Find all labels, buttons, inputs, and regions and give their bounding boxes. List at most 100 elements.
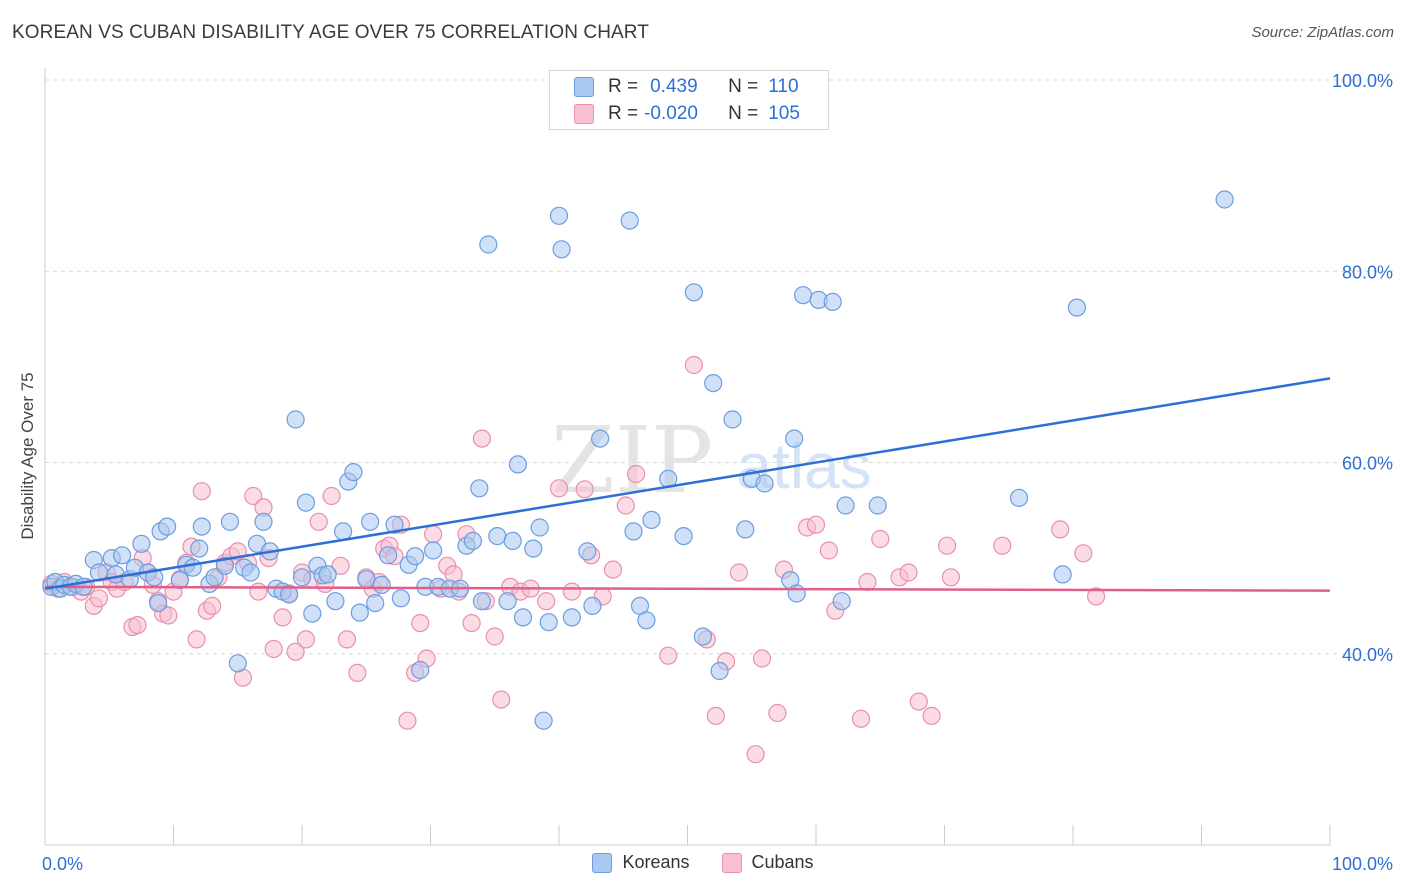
- cuban-point: [851, 709, 871, 728]
- cuban-point: [616, 496, 635, 515]
- korean-point: [411, 660, 430, 680]
- cubans-legend-swatch: [721, 852, 742, 873]
- korean-point: [385, 515, 404, 534]
- korean-point: [215, 556, 234, 575]
- watermark-atlas: atlas: [736, 430, 871, 502]
- korean-point: [488, 526, 507, 546]
- korean-point: [637, 611, 656, 630]
- trend-layer: [44, 377, 1331, 592]
- cuban-point: [424, 525, 443, 544]
- korean-point: [836, 496, 855, 515]
- korean-point: [334, 522, 353, 541]
- cuban-point: [492, 690, 511, 709]
- korean-point: [710, 661, 729, 681]
- korean-point: [145, 568, 164, 587]
- koreans-legend-label: Koreans: [622, 852, 690, 872]
- korean-point: [391, 589, 410, 608]
- cuban-point: [858, 572, 877, 592]
- korean-point: [361, 512, 380, 531]
- cuban-point: [922, 706, 941, 726]
- korean-n-value: 110: [768, 76, 799, 97]
- cubans-legend-label: Cubans: [751, 852, 814, 872]
- korean-point: [723, 410, 742, 429]
- legend-row-cubans: R = -0.020 N = 105: [574, 102, 800, 126]
- cuban-point: [1074, 544, 1093, 563]
- cuban-point: [941, 568, 961, 587]
- cuban-point: [706, 706, 725, 726]
- korean-point: [868, 496, 887, 515]
- korean-point: [170, 570, 189, 590]
- cuban-point: [684, 355, 704, 375]
- korean-point: [132, 534, 151, 553]
- cuban-point: [659, 646, 678, 665]
- cuban-point: [337, 630, 357, 649]
- cuban-point: [296, 630, 315, 649]
- korean-point: [372, 575, 391, 595]
- korean-point: [583, 596, 602, 616]
- korean-point: [624, 522, 643, 541]
- korean-point: [220, 512, 240, 531]
- cuban-point: [993, 536, 1012, 555]
- y-tick-label: 100.0%: [1332, 71, 1393, 91]
- korean-point: [280, 585, 299, 604]
- korean-point: [286, 410, 305, 429]
- y-tick-label: 60.0%: [1342, 454, 1393, 474]
- korean-point: [793, 286, 813, 305]
- korean-point: [470, 479, 489, 498]
- korean-point: [503, 531, 522, 551]
- korean-point: [534, 711, 553, 730]
- korean-point: [530, 518, 549, 537]
- korean-point: [303, 604, 322, 623]
- cuban-point: [159, 606, 178, 625]
- korean-point: [590, 429, 610, 448]
- korean-point: [183, 558, 202, 577]
- korean-point: [549, 206, 569, 225]
- korean-point: [832, 592, 851, 611]
- cuban-point: [746, 745, 765, 764]
- korean-point: [755, 474, 774, 493]
- x-tick-label: 0.0%: [42, 854, 83, 874]
- cuban-point: [398, 711, 417, 730]
- cuban-r-value: -0.020: [644, 103, 698, 124]
- korean-point: [192, 517, 211, 536]
- cuban-point: [819, 541, 839, 560]
- korean-point: [674, 526, 693, 546]
- korean-point: [552, 240, 571, 259]
- korean-point: [344, 463, 363, 482]
- legend-item-koreans[interactable]: Koreans: [592, 852, 690, 873]
- korean-point: [1067, 298, 1087, 317]
- korean-point: [508, 455, 528, 474]
- korean-point: [112, 546, 132, 565]
- korean-point: [736, 520, 755, 539]
- y-tick-label: 80.0%: [1342, 262, 1393, 282]
- korean-n-label: N =: [728, 76, 759, 97]
- cuban-point: [249, 582, 268, 601]
- korean-point: [149, 593, 168, 613]
- korean-swatch: [574, 77, 594, 97]
- cuban-point: [128, 615, 147, 635]
- korean-point: [366, 593, 385, 613]
- legend-item-cubans[interactable]: Cubans: [721, 852, 814, 873]
- cuban-point: [203, 596, 222, 616]
- cuban-point: [729, 563, 749, 582]
- cuban-point: [264, 639, 283, 659]
- korean-point: [704, 374, 723, 393]
- cuban-point: [273, 608, 292, 627]
- chart-title: KOREAN VS CUBAN DISABILITY AGE OVER 75 C…: [12, 22, 649, 43]
- cuban-point: [192, 482, 211, 501]
- cuban-point: [937, 536, 957, 555]
- korean-point: [785, 429, 804, 448]
- cuban-point: [187, 630, 206, 649]
- cuban-swatch: [574, 104, 594, 124]
- cuban-point: [562, 582, 582, 601]
- korean-point: [1053, 565, 1072, 584]
- cuban-point: [309, 512, 328, 531]
- cuban-point: [1086, 587, 1106, 606]
- korean-point: [190, 539, 209, 558]
- cuban-point: [806, 515, 826, 534]
- korean-point: [539, 613, 558, 632]
- cuban-n-value: 105: [768, 103, 800, 124]
- korean-point: [479, 235, 498, 254]
- cuban-point: [322, 486, 341, 506]
